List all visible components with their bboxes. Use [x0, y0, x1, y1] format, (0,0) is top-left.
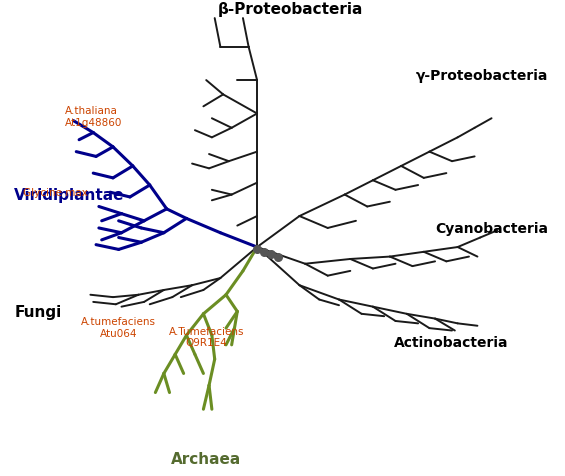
- Point: [260, 248, 269, 256]
- Text: A.Tumefaciens
Q9R1E4: A.Tumefaciens Q9R1E4: [168, 326, 244, 347]
- Text: A.tumefaciens
Atu064: A.tumefaciens Atu064: [81, 317, 156, 338]
- Point: [253, 246, 262, 254]
- Text: γ-Proteobacteria: γ-Proteobacteria: [416, 69, 548, 83]
- Text: A.thaliana
At1g48860: A.thaliana At1g48860: [65, 106, 123, 128]
- Text: Archaea: Archaea: [171, 452, 241, 466]
- Text: Actinobacteria: Actinobacteria: [394, 336, 508, 350]
- Point: [273, 253, 282, 261]
- Point: [267, 251, 276, 258]
- Text: Fungi: Fungi: [14, 304, 62, 319]
- Text: β-Proteobacteria: β-Proteobacteria: [218, 2, 363, 17]
- Text: Glycine max: Glycine max: [23, 188, 88, 198]
- Text: Viridiplantae: Viridiplantae: [14, 188, 125, 203]
- Text: Cyanobacteria: Cyanobacteria: [435, 221, 548, 236]
